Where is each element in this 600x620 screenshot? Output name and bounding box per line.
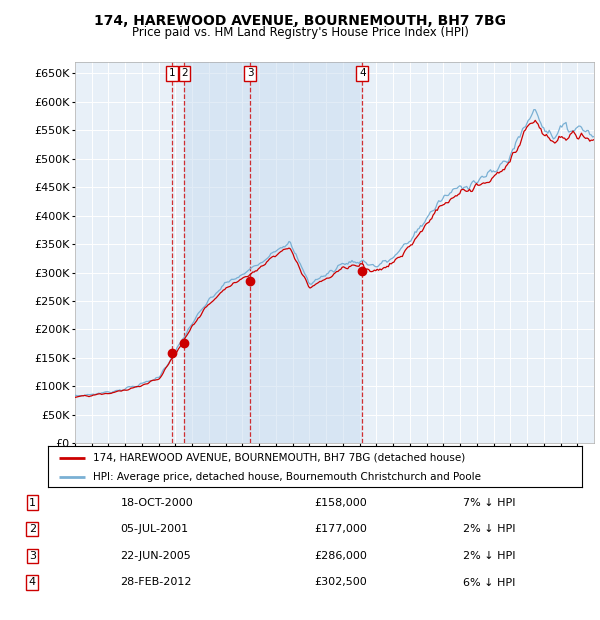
Text: 2% ↓ HPI: 2% ↓ HPI (463, 551, 515, 561)
Text: 05-JUL-2001: 05-JUL-2001 (121, 524, 189, 534)
Text: £286,000: £286,000 (314, 551, 367, 561)
Text: £302,500: £302,500 (314, 577, 367, 588)
Text: 4: 4 (359, 68, 365, 78)
Text: 174, HAREWOOD AVENUE, BOURNEMOUTH, BH7 7BG: 174, HAREWOOD AVENUE, BOURNEMOUTH, BH7 7… (94, 14, 506, 28)
Text: 3: 3 (247, 68, 254, 78)
Text: 3: 3 (29, 551, 36, 561)
Text: HPI: Average price, detached house, Bournemouth Christchurch and Poole: HPI: Average price, detached house, Bour… (94, 472, 481, 482)
Text: £158,000: £158,000 (314, 497, 367, 508)
Text: 22-JUN-2005: 22-JUN-2005 (121, 551, 191, 561)
Text: 18-OCT-2000: 18-OCT-2000 (121, 497, 193, 508)
Text: 28-FEB-2012: 28-FEB-2012 (121, 577, 192, 588)
Text: 174, HAREWOOD AVENUE, BOURNEMOUTH, BH7 7BG (detached house): 174, HAREWOOD AVENUE, BOURNEMOUTH, BH7 7… (94, 453, 466, 463)
Text: 4: 4 (29, 577, 36, 588)
Text: 2% ↓ HPI: 2% ↓ HPI (463, 524, 515, 534)
Text: Price paid vs. HM Land Registry's House Price Index (HPI): Price paid vs. HM Land Registry's House … (131, 26, 469, 39)
Text: 1: 1 (29, 497, 36, 508)
Text: £177,000: £177,000 (314, 524, 367, 534)
Text: 7% ↓ HPI: 7% ↓ HPI (463, 497, 515, 508)
Text: 2: 2 (29, 524, 36, 534)
Text: 6% ↓ HPI: 6% ↓ HPI (463, 577, 515, 588)
Bar (184, 62, 362, 443)
Text: 1: 1 (169, 68, 175, 78)
Text: 2: 2 (181, 68, 188, 78)
